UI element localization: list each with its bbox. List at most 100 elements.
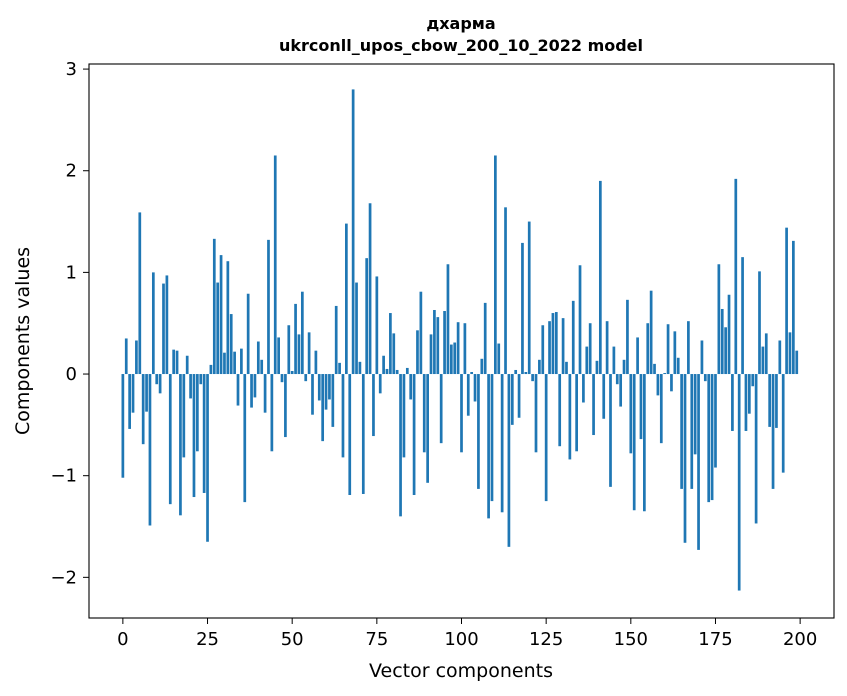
bar: [314, 350, 318, 375]
bar: [507, 374, 511, 547]
bar: [517, 374, 521, 418]
y-axis-label: Components values: [12, 247, 34, 435]
bar: [578, 265, 582, 375]
bar: [494, 155, 497, 375]
bar: [168, 374, 172, 505]
bar: [267, 239, 270, 375]
bar: [378, 374, 382, 394]
bar: [497, 343, 501, 375]
bar: [605, 321, 609, 375]
bar: [358, 361, 362, 375]
bar: [260, 359, 264, 375]
bar: [402, 374, 406, 458]
bar: [775, 374, 778, 428]
bar: [135, 340, 138, 375]
bar: [128, 374, 131, 429]
bar: [399, 374, 402, 517]
bar: [751, 374, 755, 387]
bar: [649, 290, 653, 375]
bar: [720, 308, 724, 375]
bar: [182, 374, 186, 458]
bar: [287, 325, 291, 375]
bar: [524, 372, 528, 375]
x-tick-label: 25: [196, 629, 219, 650]
bar: [365, 258, 369, 375]
bar: [412, 374, 416, 496]
bar: [792, 240, 795, 375]
bar: [172, 349, 176, 375]
bar: [551, 313, 555, 375]
bar: [121, 374, 125, 478]
bar: [554, 312, 558, 375]
bar: [670, 374, 673, 392]
bar: [348, 374, 352, 496]
x-tick-label: 75: [365, 629, 388, 650]
bar: [510, 374, 514, 425]
bar: [673, 331, 677, 375]
bar: [246, 293, 250, 375]
bar: [199, 374, 203, 385]
bar: [206, 374, 209, 542]
y-axis: −2 −1 0 1 2 3: [50, 59, 89, 588]
bar: [385, 368, 389, 375]
bar: [416, 330, 419, 375]
bar: [307, 332, 311, 375]
bar: [575, 374, 578, 452]
bar: [697, 374, 700, 550]
bar: [446, 264, 450, 375]
bar: [324, 374, 328, 410]
bar: [226, 261, 230, 375]
bar: [250, 374, 253, 408]
bar: [490, 374, 494, 502]
bar: [629, 374, 633, 454]
bar: [659, 374, 663, 444]
x-tick-label: 200: [783, 629, 817, 650]
bar: [290, 370, 294, 375]
bar: [449, 344, 453, 375]
bar: [653, 363, 656, 375]
bar: [148, 374, 152, 526]
bar: [436, 317, 440, 375]
bar: [795, 350, 799, 375]
bar: [764, 333, 768, 375]
bar: [693, 374, 697, 455]
bar: [568, 374, 572, 460]
bar: [636, 337, 639, 375]
bar: [185, 355, 189, 375]
bar: [196, 374, 199, 452]
bar: [731, 374, 734, 431]
bar: [588, 323, 592, 375]
bar: [663, 373, 667, 375]
x-tick-label: 0: [117, 629, 128, 650]
bar: [710, 374, 714, 501]
bar: [405, 367, 409, 375]
y-tick-label: 0: [66, 364, 77, 385]
bar: [761, 346, 765, 375]
bar: [253, 374, 257, 398]
bar: [131, 374, 135, 413]
bars-group: [121, 89, 799, 591]
y-tick-label: 2: [66, 161, 77, 182]
bar: [256, 341, 260, 375]
bar: [192, 374, 196, 498]
x-axis: 0 25 50 75 100 125 150 175 200: [117, 618, 817, 650]
bar: [487, 374, 490, 519]
bar: [703, 374, 707, 382]
bar: [240, 348, 243, 375]
bar: [737, 374, 741, 591]
bar: [375, 276, 379, 375]
bar: [595, 360, 599, 375]
bar: [456, 322, 460, 375]
bar: [141, 374, 145, 445]
bar: [334, 305, 338, 375]
bar: [643, 374, 646, 512]
x-tick-label: 150: [614, 629, 648, 650]
bar: [429, 334, 433, 375]
bar: [541, 325, 545, 375]
bar: [212, 238, 216, 375]
bar: [426, 374, 429, 483]
bar: [229, 314, 233, 375]
bar: [741, 257, 744, 375]
bar: [609, 374, 612, 487]
bar: [768, 374, 772, 427]
